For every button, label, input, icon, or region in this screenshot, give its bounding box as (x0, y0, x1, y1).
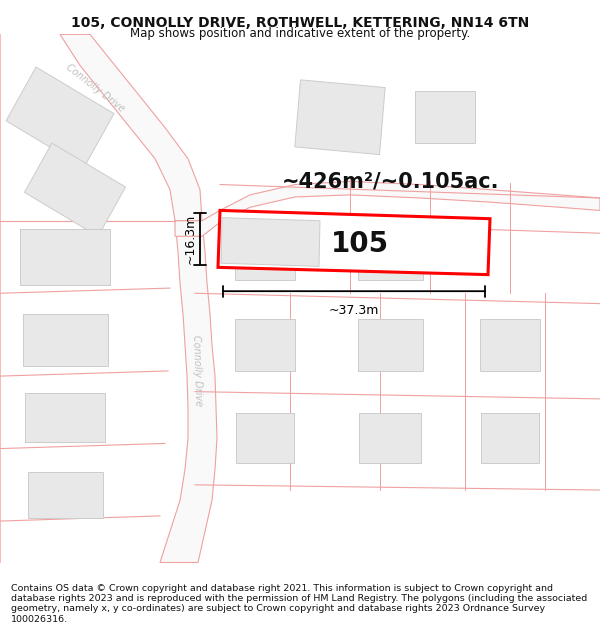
Polygon shape (0, 0, 131, 84)
Polygon shape (23, 314, 107, 366)
Polygon shape (218, 211, 490, 274)
Polygon shape (481, 413, 539, 463)
Polygon shape (60, 34, 202, 221)
Polygon shape (359, 413, 421, 463)
Polygon shape (28, 472, 103, 519)
Polygon shape (235, 319, 295, 371)
Text: 105: 105 (331, 229, 389, 258)
Polygon shape (160, 221, 217, 562)
Polygon shape (235, 223, 295, 281)
Text: Connolly Drive: Connolly Drive (64, 62, 126, 114)
Text: ~37.3m: ~37.3m (329, 304, 379, 317)
Polygon shape (415, 91, 475, 143)
Polygon shape (295, 80, 385, 154)
Polygon shape (25, 143, 125, 236)
Text: Map shows position and indicative extent of the property.: Map shows position and indicative extent… (130, 28, 470, 41)
Text: 105, CONNOLLY DRIVE, ROTHWELL, KETTERING, NN14 6TN: 105, CONNOLLY DRIVE, ROTHWELL, KETTERING… (71, 16, 529, 30)
Polygon shape (358, 223, 422, 281)
Polygon shape (221, 217, 320, 266)
Polygon shape (358, 319, 422, 371)
Polygon shape (236, 413, 294, 463)
Text: ~426m²/~0.105ac.: ~426m²/~0.105ac. (281, 171, 499, 191)
Polygon shape (6, 67, 114, 168)
Polygon shape (175, 181, 600, 236)
Polygon shape (480, 319, 540, 371)
Polygon shape (20, 229, 110, 286)
Text: Contains OS data © Crown copyright and database right 2021. This information is : Contains OS data © Crown copyright and d… (11, 584, 587, 624)
Text: Connolly Drive: Connolly Drive (191, 335, 203, 407)
Text: ~16.3m: ~16.3m (184, 214, 197, 264)
Polygon shape (25, 392, 105, 442)
